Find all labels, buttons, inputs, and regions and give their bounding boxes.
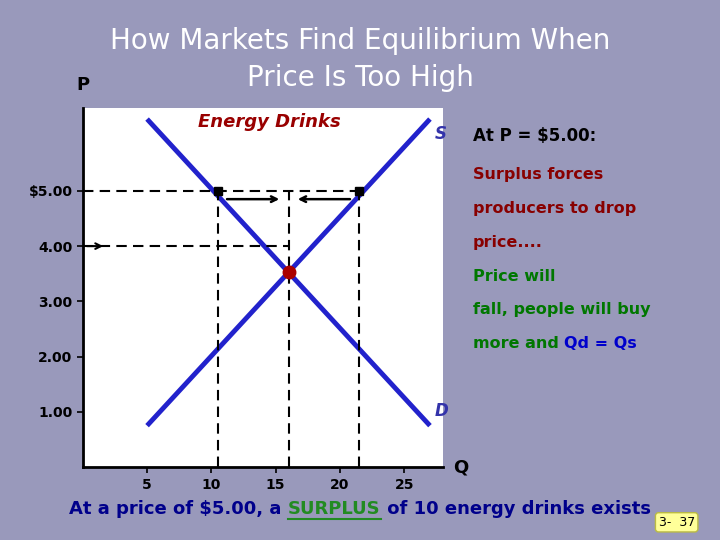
Text: D: D [435, 402, 449, 420]
Text: Price will: Price will [472, 268, 555, 284]
Text: more and: more and [472, 336, 564, 351]
Text: of 10 energy drinks exists: of 10 energy drinks exists [381, 500, 651, 518]
Text: At a price of $5.00, a: At a price of $5.00, a [69, 500, 288, 518]
Text: S: S [435, 125, 447, 143]
Text: How Markets Find Equilibrium When: How Markets Find Equilibrium When [110, 27, 610, 55]
Text: Q: Q [454, 458, 469, 476]
Text: SURPLUS: SURPLUS [288, 500, 381, 518]
Text: Energy Drinks: Energy Drinks [198, 113, 341, 131]
Text: price....: price.... [472, 235, 542, 250]
Text: At P = $5.00:: At P = $5.00: [472, 127, 595, 145]
Text: P: P [76, 76, 89, 93]
Text: Surplus forces: Surplus forces [472, 167, 603, 183]
Text: 3-  37: 3- 37 [659, 516, 695, 529]
Text: producers to drop: producers to drop [472, 201, 636, 216]
Text: fall, people will buy: fall, people will buy [472, 302, 650, 318]
Text: Qd = Qs: Qd = Qs [564, 336, 636, 351]
Text: Price Is Too High: Price Is Too High [246, 64, 474, 92]
